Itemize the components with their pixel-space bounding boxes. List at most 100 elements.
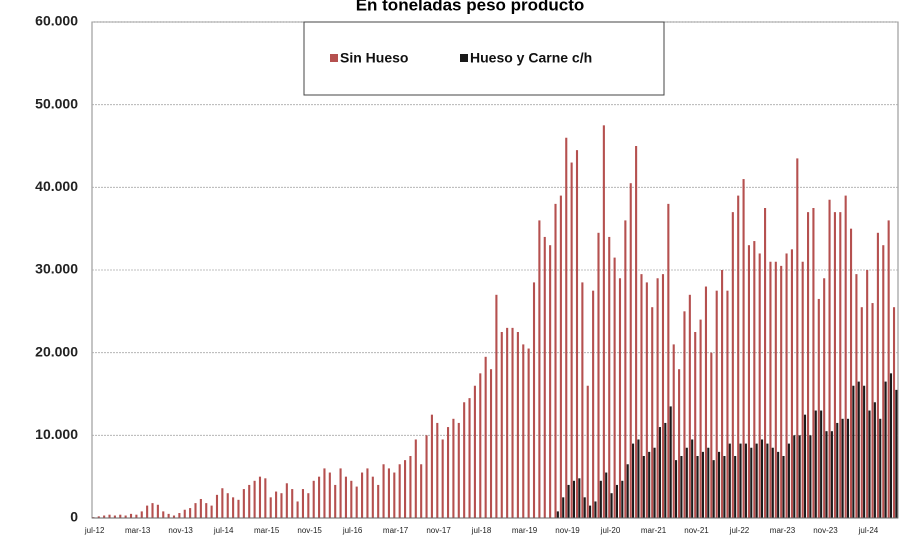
bar (823, 278, 826, 518)
bar (430, 414, 433, 518)
bar (701, 451, 704, 518)
bar (463, 402, 466, 518)
bar (651, 307, 654, 518)
bar (648, 451, 651, 518)
bar (734, 456, 737, 518)
bar (758, 253, 761, 518)
bar (839, 212, 842, 518)
bar (312, 480, 315, 518)
bar (841, 418, 844, 518)
bar (645, 282, 648, 518)
bar (382, 464, 385, 518)
bar (828, 199, 831, 518)
bar (771, 447, 774, 518)
bar (205, 503, 208, 518)
bar (635, 146, 638, 518)
bar (710, 352, 713, 518)
bar (632, 443, 635, 518)
bar (479, 373, 482, 518)
bar (562, 497, 565, 518)
bar (554, 203, 557, 518)
bar (812, 208, 815, 518)
bar (857, 381, 860, 518)
bar (377, 484, 380, 518)
y-tick-label: 10.000 (35, 426, 78, 442)
bar (425, 435, 428, 518)
bar (610, 493, 613, 518)
bar (495, 294, 498, 518)
bar (538, 220, 541, 518)
bar (594, 501, 597, 518)
bar (323, 468, 326, 518)
bar (820, 410, 823, 518)
bar (371, 476, 374, 518)
bar (446, 427, 450, 518)
bar (766, 443, 769, 518)
bar (215, 494, 219, 518)
bar (731, 212, 734, 518)
bar (307, 493, 310, 518)
bar (672, 344, 675, 518)
bar (572, 480, 576, 518)
bar (589, 505, 592, 518)
bar (882, 245, 885, 518)
bar (669, 406, 672, 518)
bar (97, 516, 100, 518)
bar (860, 307, 863, 518)
bar (833, 212, 836, 518)
bar (473, 385, 476, 518)
legend-label: Sin Hueso (340, 50, 408, 66)
bar (361, 472, 364, 518)
bar (664, 422, 667, 518)
bar (712, 460, 715, 518)
bar (696, 456, 699, 518)
bar (637, 439, 640, 518)
bar (785, 253, 788, 518)
legend-swatch (460, 54, 468, 62)
bar (844, 195, 847, 518)
bar (825, 431, 828, 518)
bar (586, 385, 589, 518)
bar (178, 513, 181, 518)
bar (162, 511, 165, 518)
bar (151, 503, 154, 518)
bar (715, 290, 718, 518)
bar (599, 480, 602, 518)
bar (836, 422, 839, 518)
bar (796, 158, 799, 518)
bar (592, 290, 595, 518)
bar (852, 385, 855, 518)
bar (441, 439, 444, 518)
bar (809, 435, 812, 518)
bar (516, 332, 519, 518)
bar (605, 472, 608, 518)
bar (543, 236, 546, 518)
x-tick-label: nov-17 (426, 526, 451, 535)
bar (846, 418, 850, 518)
x-tick-label: jul-16 (342, 526, 363, 535)
bar (113, 515, 116, 518)
x-tick-label: nov-23 (813, 526, 838, 535)
bar (532, 282, 536, 518)
x-tick-label: jul-18 (471, 526, 492, 535)
bar (613, 257, 616, 518)
bar (678, 369, 681, 518)
x-tick-label: mar-21 (641, 526, 667, 535)
bar (409, 456, 412, 518)
bar (301, 489, 305, 518)
bar (146, 505, 149, 518)
bar (124, 515, 127, 518)
bar (685, 447, 688, 518)
bar (414, 439, 417, 518)
bar (889, 373, 893, 518)
bar (237, 499, 240, 518)
bar (108, 514, 111, 518)
bar (404, 460, 407, 518)
bar (556, 511, 559, 518)
bar (747, 245, 750, 518)
bar (581, 282, 584, 518)
y-tick-label: 40.000 (35, 178, 78, 194)
bar (849, 228, 853, 518)
chart-title: En toneladas peso producto (356, 0, 585, 14)
